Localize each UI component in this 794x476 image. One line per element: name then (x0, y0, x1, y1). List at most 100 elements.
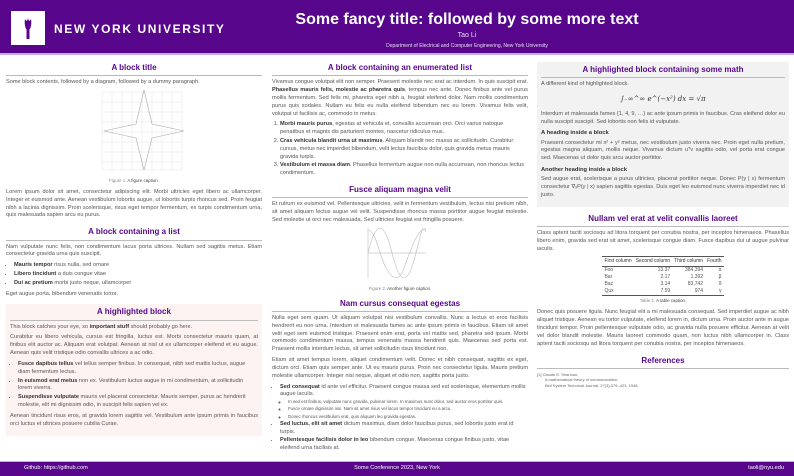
paragraph: Lorem ipsum dolor sit amet, consectetur … (6, 189, 262, 219)
sub-item: Fusce ornare dignissim nisi. Nam sit ame… (288, 406, 528, 412)
item-bold: Morbi mauris purus (280, 121, 333, 128)
nyu-torch-logo (11, 11, 45, 45)
item-text: . Phasellus fermentum augue non nulla ac… (280, 162, 525, 177)
item-bold: Libero tincidunt (14, 270, 57, 277)
figure-caption: Figure 2. Another figure caption. (272, 286, 528, 292)
item-text: . Aliquam blandit nec massa ac sollicitu… (280, 137, 514, 160)
block-heading: A block containing a list (6, 226, 262, 241)
reference-author: Claude E. Shannon. (542, 371, 579, 377)
item-bold: Fusce dapibus tellus (18, 360, 74, 367)
item-bold: Dui ac pretium (14, 279, 53, 286)
paragraph: Nulla eget sem quam. Ut aliquam volutpat… (272, 314, 528, 353)
column-3: A highlighted block containing some math… (537, 62, 789, 395)
subheading: A heading inside a block (541, 130, 609, 137)
column-2: A block containing an enumerated list Vi… (272, 62, 528, 459)
table-cell: 83,742 (687, 281, 704, 288)
star-diagram (101, 89, 185, 171)
sub-item: In sed est finibus, vulputate nunc gravi… (288, 399, 528, 405)
table-cell: 974 (694, 288, 704, 295)
figure-block: Fusce aliquam magna velit Et rutrum ex e… (272, 184, 528, 292)
list-item: Vestibulum et massa diam. Phasellus ferm… (280, 162, 528, 178)
table-row: Qux 7.59 974 γ (602, 288, 723, 296)
figure-label: Figure 2. (368, 285, 387, 291)
table-cell: Foo (604, 267, 614, 274)
equation: ∫₋∞^∞ e^(−x²) dx = √π (620, 95, 706, 104)
reference-title: A mathematical theory of communication. (545, 377, 619, 383)
list-item: Cras vehicula blandit urna ut maximus. A… (280, 138, 528, 161)
paragraph: Donec quis posuere ligula. Nunc feugiat … (537, 309, 789, 347)
conference-name: Some Conference 2023, New York (354, 465, 440, 471)
email-link[interactable]: taoli@nyu.edu (748, 465, 784, 471)
table-row: Bar 2.17 1,392 β (602, 274, 723, 281)
table-cell: β (718, 274, 722, 281)
list-item: Fusce dapibus tellus vel tellus semper f… (18, 361, 258, 377)
item-text: , egestas at vehicula et, convallis accu… (280, 121, 504, 136)
bullet-list: Fusce dapibus tellus vel tellus semper f… (18, 361, 258, 410)
block-heading: A highlighted block (10, 306, 258, 321)
subheading: Another heading inside a block (541, 167, 627, 174)
table-cell: γ (719, 288, 722, 295)
item-text: vel tellus semper finibus. In consequat,… (18, 360, 246, 375)
block-heading: References (537, 355, 789, 369)
table-header-row: First column Second column Third column … (602, 256, 724, 268)
item-text: bibendum congue. Maecenas congue finibus… (280, 437, 510, 452)
item-bold: Suspendisse vulputate (18, 394, 79, 401)
text: Vivamus congue volutpat elit non semper.… (272, 79, 528, 86)
item-bold: Cras vehicula blandit urna ut maximus (280, 137, 383, 144)
table-cell: 13.37 (657, 267, 671, 274)
caption-text: A table caption. (656, 298, 687, 304)
list-block: A block containing a list Nam vulputate … (6, 226, 262, 298)
sub-item: Donec rhoncus vestibulum erat, quis aliq… (288, 414, 528, 420)
column-header: Third column (672, 256, 706, 268)
block-heading: Nam cursus consequat egestas (272, 298, 528, 312)
table-block: Nullam vel erat at velit convallis laore… (537, 213, 789, 349)
block-heading: A block containing an enumerated list (272, 62, 528, 77)
item-bold: Sed luctus, elit sit amet (280, 420, 343, 427)
paragraph: Curabitur eu libero vehicula, cursus est… (10, 334, 258, 357)
item-bold: Sed consequat (280, 383, 320, 390)
poster-header: NEW YORK UNIVERSITY Some fancy title: fo… (0, 0, 794, 55)
list-item: In euismod erat metus non ex. Vestibulum… (18, 378, 258, 394)
university-name: NEW YORK UNIVERSITY (54, 22, 226, 36)
github-link[interactable]: Github: https://github.com (24, 465, 88, 471)
table-caption: Table 1. A table caption. (537, 298, 789, 304)
list-item: Sed consequat id ante vel efficitur. Pra… (280, 384, 528, 420)
item-bold: Vestibulum et massa diam (280, 162, 350, 169)
reference-journal: Bell System Technical Journal, 27(3):379… (545, 383, 639, 388)
enumerated-block: A block containing an enumerated list Vi… (272, 62, 528, 178)
table-cell: Baz (604, 281, 614, 288)
author: Tao Li (457, 32, 477, 39)
column-1: A block title Some block contents, follo… (6, 62, 262, 442)
bullet-list: Sed consequat id ante vel efficitur. Pra… (280, 384, 528, 453)
paragraph: A different kind of highlighted block. (541, 81, 629, 88)
poster-title: Some fancy title: followed by some more … (295, 11, 639, 28)
item-text: non ex. Vestibulum luctus augue in mi co… (18, 377, 244, 392)
item-text: risus nulla, sed ornare (52, 262, 110, 269)
item-text: morbi justo neque, ullamcorper (52, 279, 132, 286)
bold-text: important stuff (89, 323, 130, 330)
caption-text: A figure caption. (127, 177, 159, 183)
list-item: Sed luctus, elit sit amet dictum maximus… (280, 421, 528, 437)
bold-text: Phasellus mauris felis, molestie ac phar… (272, 87, 405, 94)
paragraph: Some block contents, followed by a diagr… (6, 79, 200, 86)
block-title-block: A block title Some block contents, follo… (6, 62, 262, 220)
column-header: Second column (633, 256, 673, 268)
block-heading: Fusce aliquam magna velit (272, 184, 528, 199)
text: , tempus nec ante. Donec finibus ante ve… (272, 87, 528, 117)
item-bold: Pellentesque facilisis dolor in leo (280, 437, 369, 444)
item-bold: Mauris tempor (14, 262, 53, 269)
paragraph: Eget augue porta, bibendum venenatis tor… (6, 290, 118, 297)
paragraph: Nam vulputate nunc felis, non condimentu… (6, 243, 262, 258)
numbered-list: Morbi mauris purus, egestas at vehicula … (280, 121, 528, 178)
references-block: References [1] Claude E. Shannon. A math… (537, 355, 789, 389)
institution: Department of Electrical and Computer En… (386, 43, 548, 49)
table-cell: Bar (604, 274, 613, 281)
table-cell: 3.14 (660, 281, 671, 288)
highlighted-block: A highlighted block This block catches y… (6, 304, 262, 436)
block-heading: A highlighted block containing some math (541, 64, 785, 79)
text-block: Nam cursus consequat egestas Nulla eget … (272, 298, 528, 453)
reference-number: [1] (537, 371, 542, 377)
block-heading: A block title (6, 62, 262, 77)
text: should probably go here. (129, 323, 193, 330)
paragraph: This block catches your eye, so importan… (10, 324, 258, 332)
